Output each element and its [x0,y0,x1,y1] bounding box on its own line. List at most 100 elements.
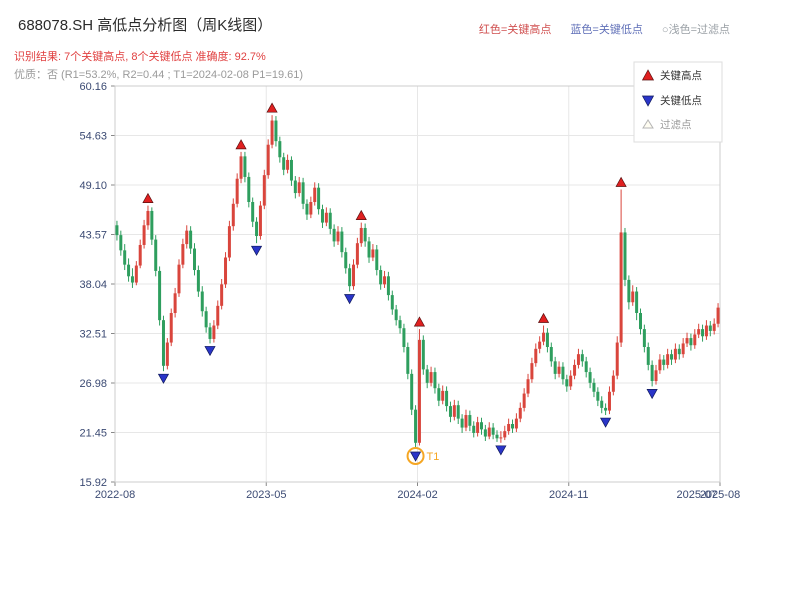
candle-body [247,176,251,203]
quality-result-text: 优质：否 (R1=53.2%, R2=0.44 ; T1=2024-02-08 … [14,69,304,81]
candle-body [464,415,468,428]
y-tick-label: 38.04 [79,279,107,291]
candle-body [673,348,677,360]
candle-body [456,405,460,419]
candle-body [266,144,270,176]
candle-body [654,370,658,382]
candle-body [476,422,480,433]
candle-body [697,329,701,335]
candle-body [538,341,542,349]
key-low-marker [204,346,216,357]
candle-body [580,354,584,362]
candle-body [584,361,588,373]
x-tick-label: 2024-02 [397,489,437,501]
candle-body [258,205,262,237]
candle-body [115,225,119,236]
candle-body [208,327,212,339]
candle-body [123,250,127,265]
key-low-marker [495,445,507,456]
legend-high-icon [641,69,655,81]
candle-body [534,348,538,364]
candle-body [189,230,193,249]
candle-body [224,257,228,285]
candle-body [569,375,573,387]
candle-body [309,202,313,215]
candle-body [588,372,592,383]
candle-body [681,343,685,355]
candle-body [650,364,654,382]
legend-key-low-label: 蓝色=关键低点 [570,24,643,36]
candle-body [185,230,189,245]
plot-border [114,85,721,483]
legend-filter-entry: 过滤点 [660,118,692,131]
candle-body [518,407,522,419]
candle-body [549,347,553,362]
y-tick-label: 21.45 [79,428,107,440]
candle-body [371,249,375,258]
candle-body [627,279,631,303]
legend-high-entry: 关键高点 [660,69,702,82]
candle-body [227,226,231,258]
candle-body [483,429,487,437]
candle-body [282,157,286,170]
candle-body [313,187,317,203]
y-tick-label: 49.10 [79,180,107,192]
candle-body [507,423,511,432]
candle-body [592,382,596,392]
candle-body [220,284,224,306]
candle-body [526,379,530,394]
candle-body [561,366,565,380]
candle-body [352,264,356,287]
key-high-marker [266,102,278,113]
candle-body [666,354,670,365]
key-high-marker [142,192,154,203]
candle-body [468,415,472,426]
candle-body [421,339,425,370]
candle-body [600,400,604,408]
candle-body [386,276,390,296]
candle-body [328,212,332,229]
candle-body [278,141,282,158]
x-tick-label: 2025-07 [677,489,717,501]
candle-body [177,264,181,294]
candle-body [565,379,569,387]
candle-body [708,325,712,331]
candle-body [607,391,611,411]
candle-body [173,293,177,314]
candle-body [367,241,371,258]
candle-body [231,203,235,227]
candle-body [262,175,266,206]
candle-body [274,120,278,142]
legend-filter-icon [642,119,654,129]
key-low-marker [250,245,263,256]
candle-body [611,375,615,392]
key-high-marker [355,209,367,220]
candle-body [355,243,359,265]
candle-body [398,320,402,329]
candle-body [635,291,639,314]
candle-body [332,228,336,242]
key-low-marker [599,417,612,428]
candle-body [142,225,146,245]
candle-body [293,180,297,194]
top-legend: 红色=关键高点 蓝色=关键低点 ○浅色=过滤点 [463,21,730,37]
candle-body [425,369,429,383]
candle-body [479,422,483,430]
candle-body [305,203,309,215]
y-tick-label: 26.98 [79,378,107,390]
candle-body [704,325,708,337]
candle-body [445,390,449,407]
candle-body [235,178,239,204]
recognition-result-text: 识别结果: 7个关键高点, 8个关键低点 准确度: 92.7% [14,51,266,63]
candle-body [615,342,619,376]
candle-body [324,212,328,223]
candle-body [181,244,185,265]
candle-body [499,437,503,439]
candle-body [243,156,247,177]
candle-body [596,391,600,401]
candle-body [472,425,476,433]
x-tick-label: 2023-05 [246,489,286,501]
candle-body [301,182,305,204]
candle-body [158,270,162,321]
candle-body [150,210,154,240]
